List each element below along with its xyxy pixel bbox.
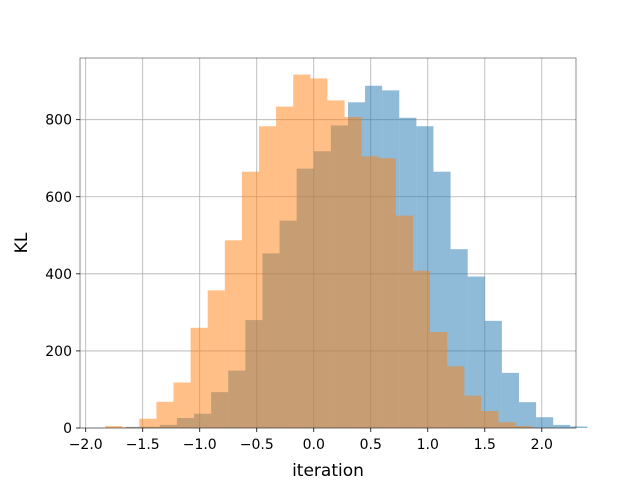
x-tick-label: −2.0 xyxy=(69,437,103,453)
x-tick-label: 0.0 xyxy=(303,437,325,453)
y-tick-label: 0 xyxy=(63,421,72,437)
histogram-bar-series-2 xyxy=(395,215,413,428)
x-axis-title: iteration xyxy=(292,461,364,480)
histogram-bar-series-2 xyxy=(464,395,482,428)
histogram-bar-series-2 xyxy=(105,426,123,428)
histogram-bar-series-2 xyxy=(378,158,396,429)
y-tick-label: 600 xyxy=(45,190,72,206)
y-tick-label: 800 xyxy=(45,113,72,129)
histogram-bar-series-2 xyxy=(224,240,242,428)
histogram-bar-series-2 xyxy=(139,418,157,428)
histogram-bar-series-1 xyxy=(536,417,554,428)
histogram-bar-series-2 xyxy=(276,106,294,428)
x-tick-label: 1.5 xyxy=(474,437,496,453)
histogram-bar-series-2 xyxy=(310,78,328,428)
histogram-bar-series-2 xyxy=(293,74,311,429)
histogram-bar-series-1 xyxy=(467,276,485,428)
histogram-bar-series-1 xyxy=(518,402,537,428)
histogram-bar-series-1 xyxy=(484,320,502,428)
histogram-bar-series-2 xyxy=(241,171,260,428)
histogram-bar-series-2 xyxy=(259,126,277,428)
histogram-bar-series-2 xyxy=(361,156,379,428)
histogram-bar-series-1 xyxy=(501,372,519,428)
histogram-bar-series-2 xyxy=(156,401,174,428)
histogram-bar-series-2 xyxy=(173,382,191,428)
y-axis-title: KL xyxy=(12,232,32,253)
x-tick-label: −1.5 xyxy=(126,437,160,453)
histogram-bar-series-2 xyxy=(190,327,208,428)
histogram-bar-series-2 xyxy=(207,290,225,428)
y-tick-label: 200 xyxy=(45,344,72,360)
x-tick-label: −0.5 xyxy=(240,437,274,453)
histogram-bar-series-2 xyxy=(498,422,516,428)
histogram-bar-series-2 xyxy=(344,116,362,428)
plot-frame xyxy=(79,57,577,429)
histogram-bar-series-2 xyxy=(447,366,465,428)
x-tick-label: 0.5 xyxy=(360,437,382,453)
histogram-bar-series-2 xyxy=(412,270,431,428)
histogram-bars xyxy=(105,74,588,429)
axis-ticks: −2.0 −1.5 −1.0 −0.5 0.0 0.5 1.0 1.5 2.0 0 200 400 60… xyxy=(45,113,553,453)
y-tick-label: 400 xyxy=(45,267,72,283)
x-tick-label: −1.0 xyxy=(183,437,217,453)
histogram-bar-series-1 xyxy=(570,426,588,428)
x-tick-label: 1.0 xyxy=(417,437,439,453)
histogram-bar-series-2 xyxy=(327,100,345,428)
histogram-bar-series-1 xyxy=(553,424,571,428)
histogram-bar-series-2 xyxy=(430,332,448,428)
x-tick-label: 2.0 xyxy=(531,437,553,453)
histogram-bar-series-2 xyxy=(481,411,499,428)
histogram-bar-series-2 xyxy=(515,426,533,428)
